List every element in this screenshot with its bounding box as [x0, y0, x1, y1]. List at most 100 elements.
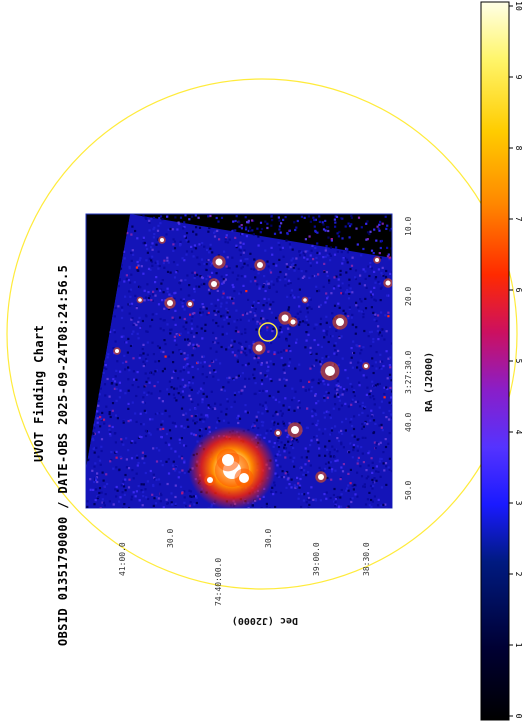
- noise-pixel: [387, 357, 390, 360]
- noise-pixel: [330, 239, 333, 242]
- noise-pixel: [108, 412, 111, 416]
- noise-pixel: [183, 471, 186, 475]
- noise-pixel: [312, 274, 315, 278]
- noise-pixel: [385, 350, 388, 353]
- noise-pixel: [233, 400, 236, 403]
- noise-pixel: [99, 463, 102, 466]
- noise-pixel: [273, 421, 276, 424]
- noise-pixel: [129, 281, 132, 284]
- noise-pixel: [194, 434, 197, 437]
- noise-pixel: [293, 296, 296, 299]
- noise-pixel: [175, 399, 178, 402]
- noise-pixel: [345, 417, 348, 420]
- noise-pixel: [340, 488, 343, 492]
- noise-pixel: [360, 254, 363, 257]
- noise-pixel: [333, 344, 336, 347]
- noise-pixel: [120, 457, 123, 460]
- noise-pixel: [346, 487, 349, 490]
- noise-pixel: [146, 393, 149, 396]
- noise-pixel: [302, 499, 305, 502]
- star: [364, 364, 368, 368]
- noise-pixel: [337, 302, 340, 305]
- noise-pixel: [137, 461, 140, 465]
- noise-pixel: [267, 365, 270, 368]
- noise-pixel: [155, 496, 158, 499]
- noise-pixel: [314, 218, 317, 221]
- noise-pixel: [308, 306, 311, 309]
- noise-pixel: [212, 360, 215, 363]
- noise-pixel: [328, 453, 331, 456]
- noise-pixel: [254, 382, 257, 385]
- noise-pixel: [353, 415, 356, 418]
- noise-pixel: [226, 316, 229, 319]
- noise-pixel: [108, 500, 111, 503]
- noise-pixel: [363, 407, 366, 410]
- noise-pixel: [271, 253, 274, 256]
- noise-pixel: [92, 488, 95, 491]
- noise-pixel: [149, 268, 152, 271]
- noise-pixel: [384, 215, 387, 218]
- noise-pixel: [183, 490, 186, 493]
- noise-pixel: [316, 290, 319, 293]
- noise-pixel: [241, 265, 244, 269]
- noise-pixel: [146, 247, 149, 251]
- noise-pixel: [288, 361, 291, 364]
- noise-pixel: [197, 216, 200, 219]
- noise-pixel: [147, 291, 150, 294]
- noise-pixel: [97, 455, 100, 458]
- noise-pixel: [285, 349, 288, 352]
- noise-pixel: [298, 486, 301, 489]
- noise-pixel: [249, 252, 252, 255]
- noise-pixel: [390, 402, 392, 405]
- noise-pixel: [136, 237, 139, 240]
- noise-pixel: [256, 283, 259, 286]
- noise-pixel: [327, 383, 330, 386]
- noise-pixel: [274, 505, 277, 508]
- noise-pixel: [243, 249, 246, 252]
- noise-pixel: [289, 281, 292, 285]
- noise-pixel: [279, 278, 282, 282]
- noise-pixel: [315, 434, 318, 438]
- noise-pixel: [127, 449, 130, 452]
- noise-pixel: [179, 298, 183, 301]
- star: [375, 258, 379, 262]
- noise-pixel: [179, 288, 183, 291]
- noise-pixel: [287, 279, 291, 282]
- noise-pixel: [359, 298, 362, 301]
- noise-pixel: [359, 274, 362, 277]
- noise-pixel: [216, 309, 219, 312]
- noise-pixel: [362, 485, 365, 488]
- noise-pixel: [262, 283, 265, 287]
- noise-pixel: [118, 396, 121, 399]
- noise-pixel: [371, 471, 374, 474]
- noise-pixel: [131, 401, 134, 404]
- noise-pixel: [285, 486, 288, 489]
- noise-pixel: [303, 493, 306, 496]
- noise-pixel: [281, 420, 285, 423]
- noise-pixel: [174, 369, 177, 372]
- noise-pixel: [167, 458, 170, 461]
- noise-pixel: [191, 400, 194, 403]
- noise-pixel: [194, 414, 197, 418]
- noise-pixel: [139, 326, 142, 329]
- noise-pixel: [285, 378, 288, 382]
- noise-pixel: [346, 507, 349, 508]
- noise-pixel: [202, 420, 205, 423]
- noise-pixel: [210, 302, 213, 305]
- noise-pixel: [385, 507, 388, 508]
- noise-pixel: [243, 352, 247, 355]
- noise-pixel: [386, 224, 389, 227]
- noise-pixel: [300, 270, 303, 273]
- noise-pixel: [305, 321, 308, 324]
- noise-pixel: [380, 334, 383, 337]
- noise-pixel: [332, 287, 336, 290]
- noise-pixel: [284, 429, 287, 432]
- noise-pixel: [170, 386, 173, 389]
- noise-pixel: [349, 468, 352, 471]
- noise-pixel: [279, 270, 282, 274]
- noise-pixel: [153, 478, 156, 481]
- noise-pixel: [374, 361, 377, 364]
- noise-pixel: [364, 297, 367, 300]
- noise-pixel: [169, 332, 172, 335]
- noise-pixel: [200, 283, 203, 286]
